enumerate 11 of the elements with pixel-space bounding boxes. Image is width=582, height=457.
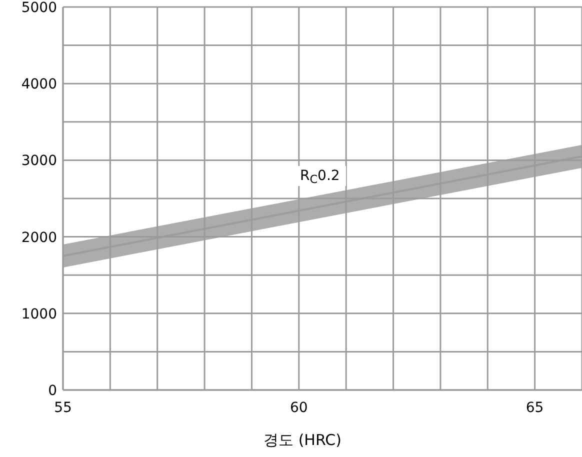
x-tick-label: 65: [526, 400, 544, 416]
y-tick-label: 0: [48, 383, 57, 399]
y-tick-label: 3000: [21, 153, 57, 170]
y-tick-label: 5000: [21, 0, 57, 16]
x-axis-title: 경도 (HRC): [264, 431, 342, 449]
x-tick-label: 55: [54, 400, 72, 416]
annotation: R$_{C}$0.2: [300, 168, 340, 186]
y-tick-label: 2000: [21, 230, 57, 246]
y-tick-label: 1000: [21, 306, 57, 322]
y-tick-label: 4000: [21, 76, 57, 93]
x-tick-label: 60: [290, 400, 308, 416]
